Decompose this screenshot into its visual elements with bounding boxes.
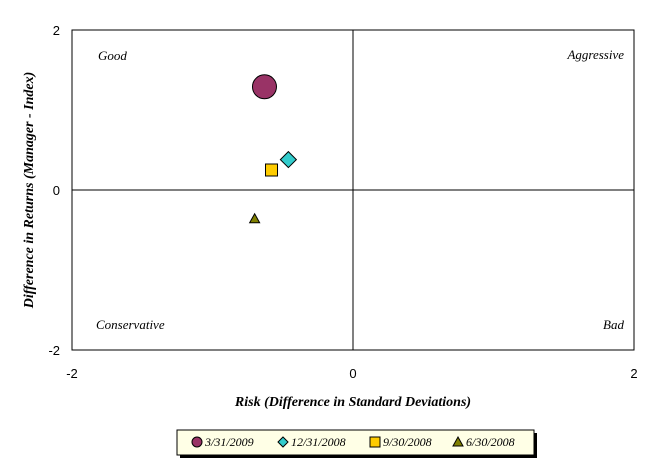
y-tick-label-top: 2 [53,23,60,38]
y-axis-title: Difference in Returns (Manager - Index) [22,72,37,310]
data-point-diamond [279,150,298,169]
x-tick-label-left: -2 [66,366,78,381]
x-tick-label-right: 2 [630,366,637,381]
data-point-circle [251,74,277,100]
legend-label: 3/31/2009 [204,435,254,449]
legend-marker-triangle [452,435,464,447]
quadrant-label-bad: Bad [603,317,624,332]
legend-box [176,429,535,456]
quadrant-label-good: Good [98,48,127,63]
x-axis-title: Risk (Difference in Standard Deviations) [234,395,471,410]
y-tick-label-middle: 0 [53,183,60,198]
legend: 3/31/2009 12/31/2008 9/30/2008 6/30/2008 [176,429,537,458]
legend-label: 6/30/2008 [466,435,515,449]
quadrant-label-aggressive: Aggressive [566,47,624,62]
legend-marker-square [369,436,381,448]
legend-marker-diamond [277,436,289,448]
data-points [248,74,298,224]
legend-label: 9/30/2008 [383,435,432,449]
data-point-triangle [248,212,261,224]
legend-marker-circle [191,436,203,448]
data-point-square [265,163,279,177]
quadrant-label-conservative: Conservative [96,317,165,332]
legend-label: 12/31/2008 [291,435,346,449]
y-tick-label-bottom: -2 [48,343,60,358]
x-tick-label-middle: 0 [349,366,356,381]
